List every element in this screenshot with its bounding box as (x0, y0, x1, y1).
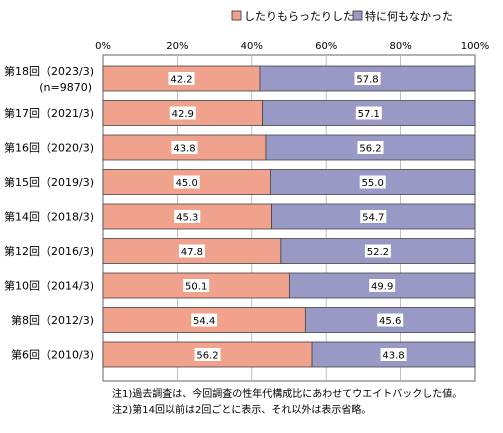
category-label: 第14回（2018/3) (4, 210, 94, 224)
value-label: 57.1 (358, 109, 380, 120)
value-label-box (357, 141, 384, 154)
legend-label: 特に何もなかった (365, 9, 453, 23)
value-label-box (369, 279, 396, 292)
value-label-box (355, 106, 382, 120)
value-label: 45.3 (176, 213, 198, 224)
value-label-box (168, 72, 195, 85)
value-label: 54.4 (193, 316, 215, 327)
x-tick-label: 80% (389, 41, 411, 52)
value-label-box (174, 210, 201, 223)
value-label: 56.2 (359, 144, 381, 155)
value-label-box (191, 313, 218, 327)
value-label: 42.9 (172, 109, 194, 120)
x-tick-label: 0% (95, 41, 111, 52)
value-label: 55.0 (362, 178, 384, 189)
category-sublabel: (n=9870) (39, 81, 92, 94)
value-label-box (377, 313, 404, 327)
category-label: 第10回（2014/3) (4, 279, 94, 293)
category-label: 第12回（2016/3) (4, 244, 94, 258)
category-label: 第18回（2023/3) (4, 64, 94, 78)
value-label-box (178, 244, 205, 258)
value-label-box (173, 175, 200, 189)
value-label: 54.7 (362, 213, 384, 224)
value-label: 45.6 (379, 316, 401, 327)
value-label-box (171, 141, 198, 154)
value-label-box (354, 72, 381, 85)
legend-swatch (352, 10, 363, 21)
x-tick-label: 60% (315, 41, 337, 52)
value-label-box (359, 175, 386, 189)
value-label: 49.9 (371, 282, 393, 293)
x-tick-label: 40% (241, 41, 263, 52)
value-label-box (194, 348, 221, 361)
value-label: 56.2 (196, 351, 218, 362)
plot-area: 42.2 57.8 42.9 57.1 43.8 56.2 45.0 55.0 45.3 54.7… (102, 54, 476, 382)
bar-segment (269, 169, 476, 195)
value-label: 57.8 (356, 75, 378, 86)
value-label: 50.1 (185, 282, 207, 293)
category-labels: 第18回（2023/3) (n=9870) 第17回（2021/3) 第16回（202… (4, 64, 94, 362)
value-label: 42.2 (170, 75, 192, 86)
value-label-box (360, 210, 387, 223)
value-label-box (364, 244, 391, 258)
note-2: 注2)第14回以前は2回ごとに表示、それ以外は表示省略。 (112, 403, 371, 416)
legend-label: したりもらったりした (244, 10, 354, 23)
value-label: 45.0 (176, 178, 198, 189)
x-axis-ticks: 0% 20% 40% 60% 80% 100% (95, 41, 489, 52)
category-label: 第15回（2019/3) (4, 175, 94, 189)
legend: したりもらったりした 特に何もなかった (231, 9, 453, 23)
legend-swatch (231, 10, 242, 21)
value-label: 52.2 (367, 247, 389, 258)
value-label-box (169, 106, 196, 120)
category-label: 第17回（2021/3) (4, 106, 94, 120)
x-tick-label: 100% (461, 41, 490, 52)
category-label: 第8回（2012/3) (11, 313, 94, 327)
note-1: 注1)過去調査は、今回調査の性年代構成比にあわせてウエイトバックした値。 (112, 387, 462, 400)
value-label-box (380, 348, 407, 361)
value-label: 47.8 (181, 247, 203, 258)
value-label: 43.8 (382, 351, 404, 362)
value-label-box (183, 279, 210, 292)
x-tick-label: 20% (166, 41, 188, 52)
category-label: 第6回（2010/3) (11, 348, 94, 362)
category-label: 第16回（2020/3) (4, 141, 94, 155)
value-label: 43.8 (173, 144, 195, 155)
